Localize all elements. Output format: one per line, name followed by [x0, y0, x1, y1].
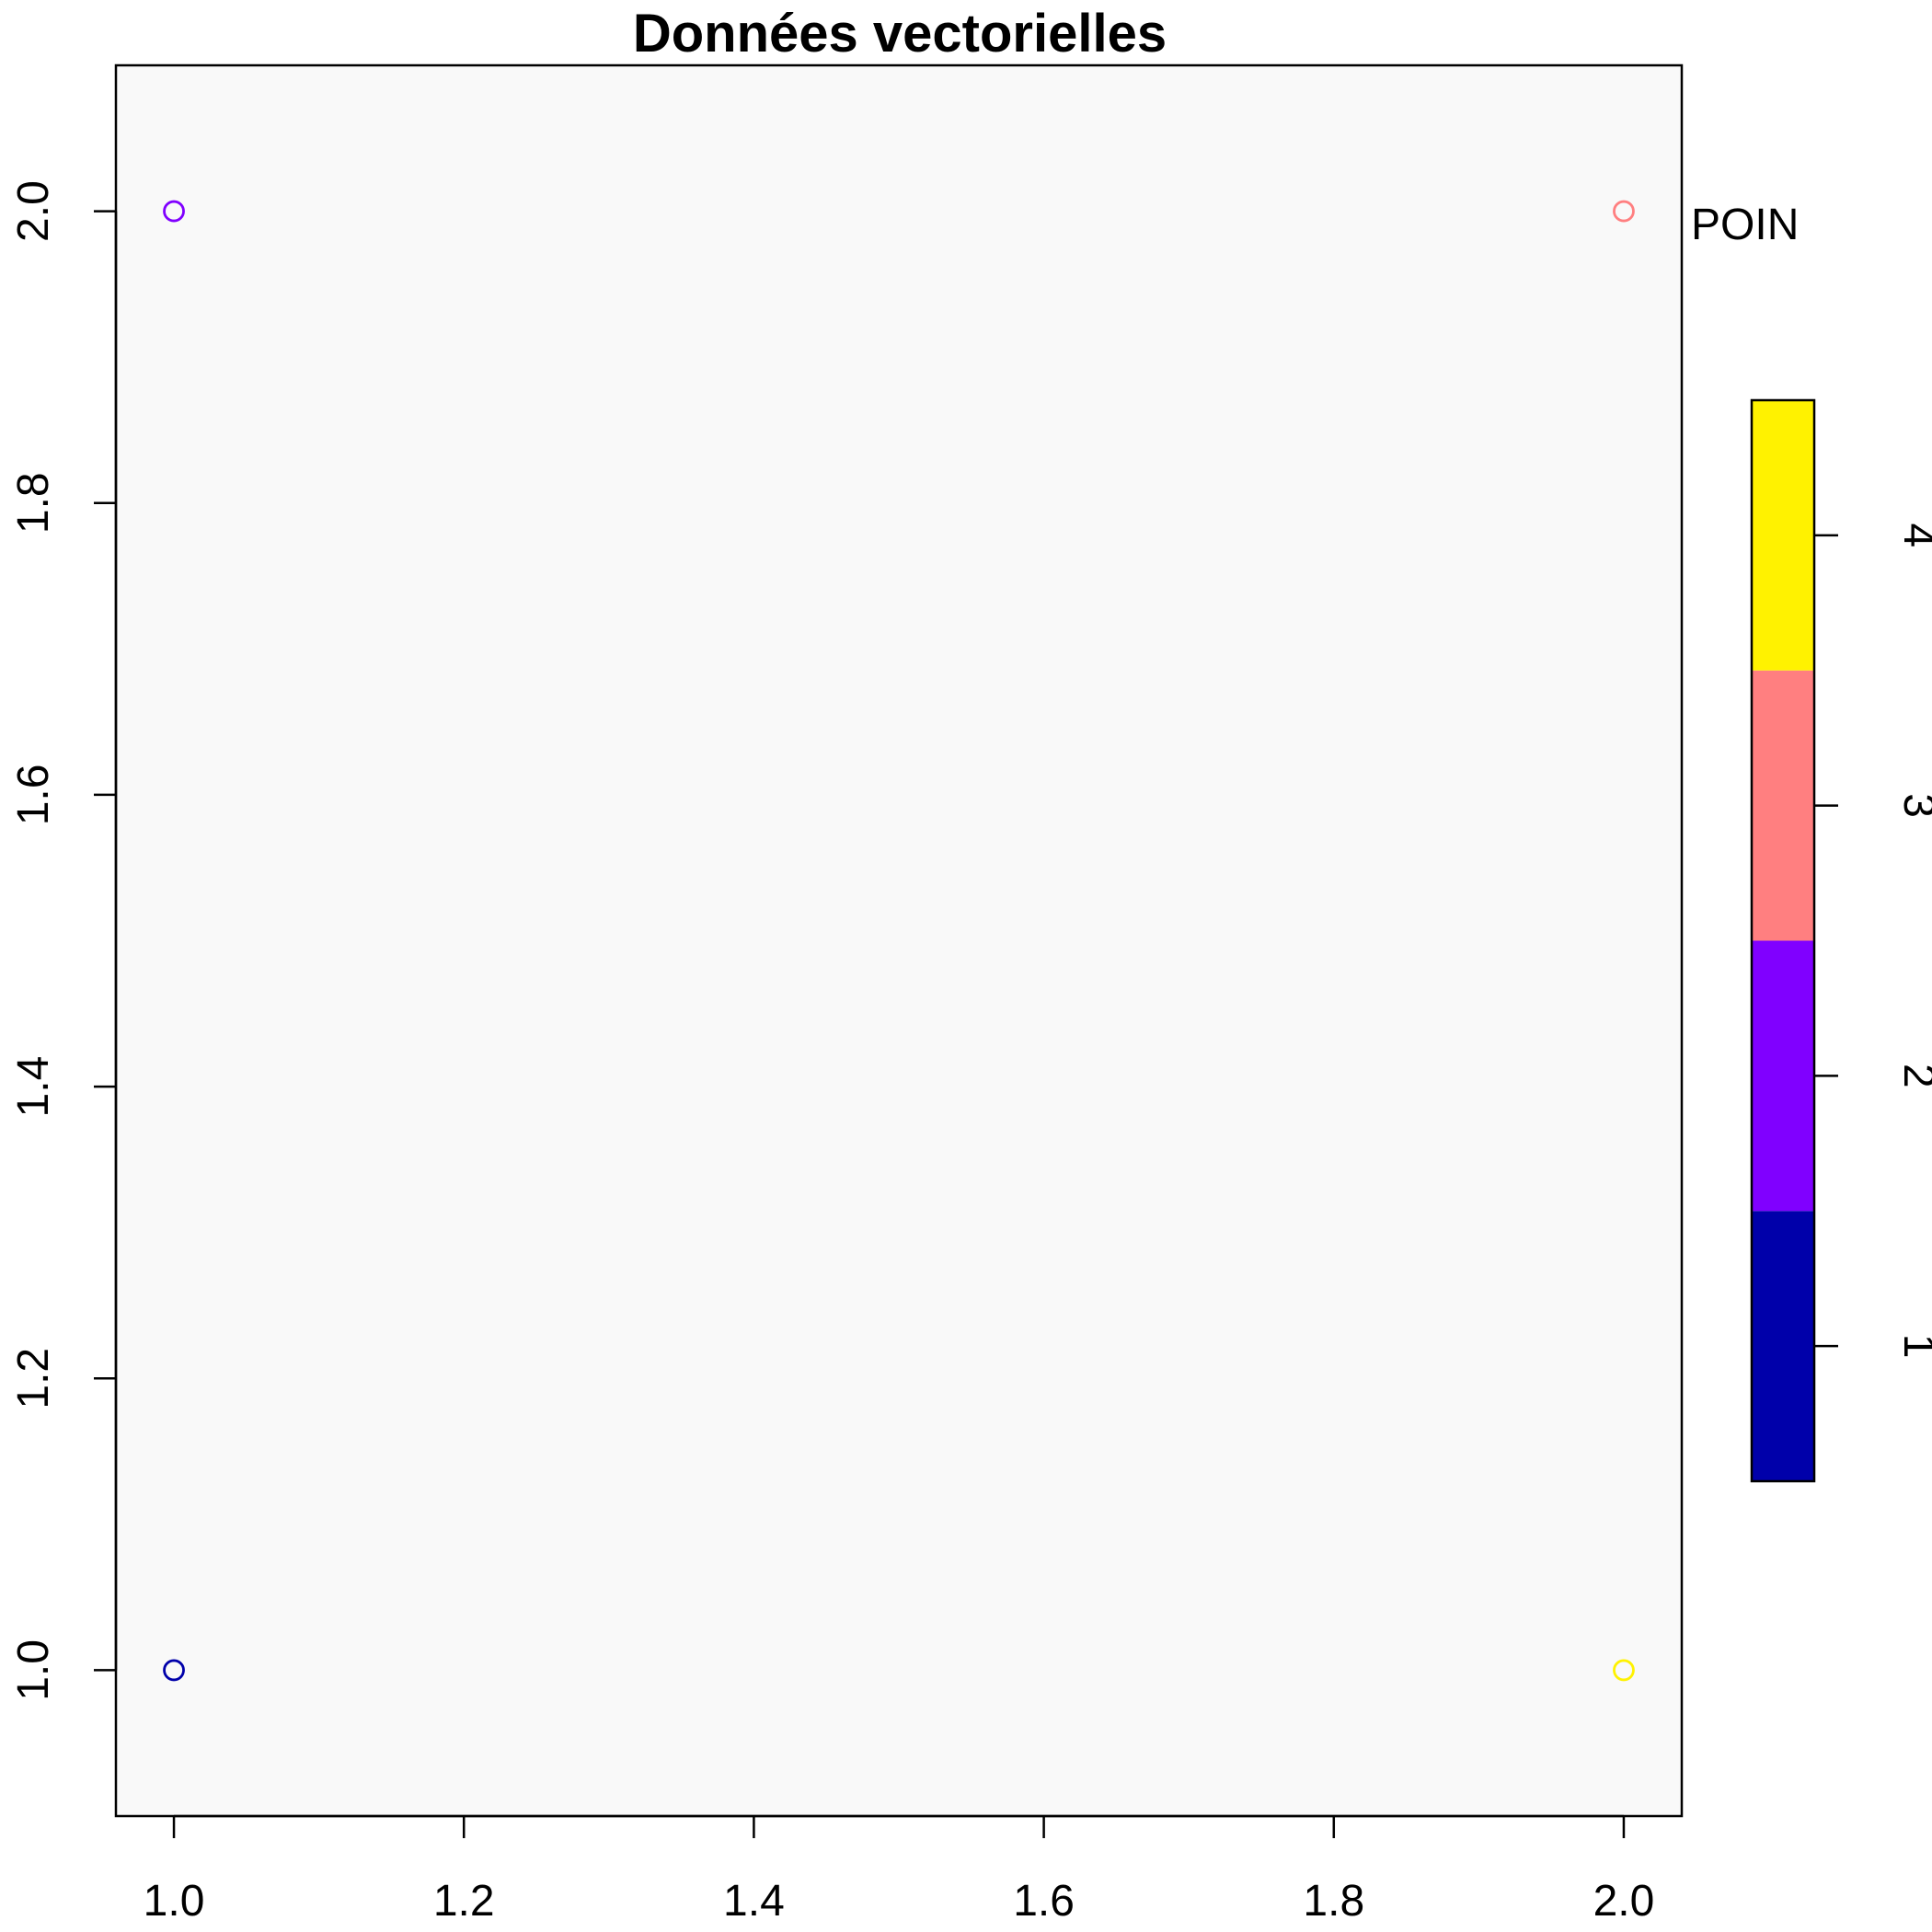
colorbar-bin — [1752, 1211, 1814, 1481]
colorbar-bin — [1752, 670, 1814, 941]
colorbar-bin — [1752, 940, 1814, 1212]
y-tick-label: 1.0 — [9, 1639, 58, 1701]
colorbar-heading-clip: POIN — [1691, 201, 1799, 249]
data-point — [1613, 200, 1635, 223]
x-tick-label: 1.6 — [1013, 1877, 1075, 1926]
colorbar-bin — [1752, 400, 1814, 671]
y-axis: 1.0 1.2 1.4 1.6 1.8 2.0 — [9, 180, 118, 1701]
colorbar-tick-label: 4 — [1894, 523, 1932, 548]
data-point — [163, 200, 185, 223]
plot-area — [114, 63, 1684, 1818]
chart-title: Données vectorielles — [633, 4, 1167, 63]
colorbar-tick-label: 1 — [1894, 1334, 1932, 1359]
x-tick-label: 2.0 — [1593, 1877, 1655, 1926]
colorbar-tick-label: 3 — [1894, 793, 1932, 818]
x-tick-label: 1.0 — [144, 1877, 205, 1926]
y-tick-label: 1.4 — [9, 1056, 58, 1118]
colorbar-heading: POIN — [1691, 201, 1799, 249]
data-points — [163, 200, 1635, 1682]
colorbar-ticks: 1 2 3 4 — [1814, 523, 1932, 1359]
colorbar-legend: POIN 1 2 3 4 — [1691, 201, 1932, 1483]
colorbar-frame — [1750, 398, 1816, 1483]
y-tick-label: 1.6 — [9, 765, 58, 826]
data-point — [163, 1659, 185, 1682]
x-tick-label: 1.8 — [1303, 1877, 1364, 1926]
x-axis: 1.0 1.2 1.4 1.6 1.8 2.0 — [144, 1814, 1655, 1926]
y-tick-label: 1.2 — [9, 1348, 58, 1409]
colorbar-bins — [1752, 400, 1814, 1481]
x-tick-label: 1.4 — [723, 1877, 785, 1926]
y-tick-label: 2.0 — [9, 180, 58, 242]
colorbar-tick-label: 2 — [1894, 1064, 1932, 1088]
y-tick-label: 1.8 — [9, 472, 58, 534]
x-tick-label: 1.2 — [433, 1877, 495, 1926]
data-point — [1613, 1659, 1635, 1682]
